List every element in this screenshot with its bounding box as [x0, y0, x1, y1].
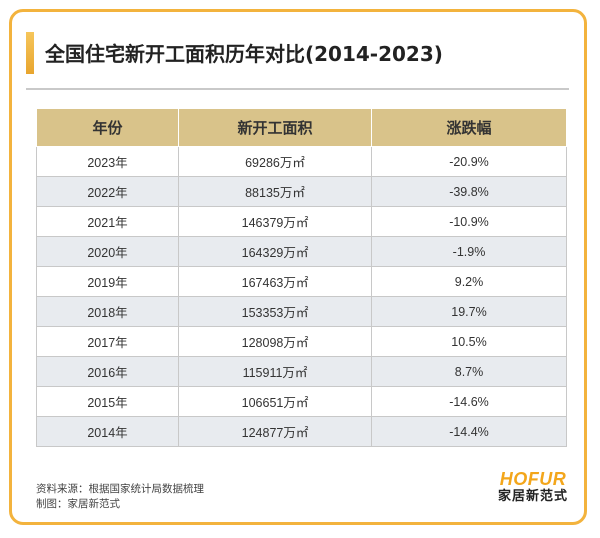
- cell-area: 69286万㎡: [178, 146, 372, 177]
- cell-change: -14.6%: [371, 386, 567, 417]
- cell-year: 2020年: [36, 236, 179, 267]
- cell-year: 2019年: [36, 266, 179, 297]
- cell-change: -20.9%: [371, 146, 567, 177]
- table-row: 2020年 164329万㎡ -1.9%: [36, 236, 567, 267]
- column-header-area: 新开工面积: [178, 108, 372, 147]
- cell-change: 8.7%: [371, 356, 567, 387]
- cell-area: 146379万㎡: [178, 206, 372, 237]
- logo-wordmark: HOFUR: [499, 469, 567, 489]
- cell-area: 153353万㎡: [178, 296, 372, 327]
- column-header-year: 年份: [36, 108, 179, 147]
- title-divider: [26, 88, 569, 90]
- column-header-change: 涨跌幅: [371, 108, 567, 147]
- table-row: 2018年 153353万㎡ 19.7%: [36, 296, 567, 327]
- table-row: 2021年 146379万㎡ -10.9%: [36, 206, 567, 237]
- cell-area: 88135万㎡: [178, 176, 372, 207]
- cell-year: 2014年: [36, 416, 179, 447]
- cell-change: 19.7%: [371, 296, 567, 327]
- table-row: 2023年 69286万㎡ -20.9%: [36, 146, 567, 177]
- cell-year: 2023年: [36, 146, 179, 177]
- table-row: 2019年 167463万㎡ 9.2%: [36, 266, 567, 297]
- cell-area: 106651万㎡: [178, 386, 372, 417]
- cell-change: 10.5%: [371, 326, 567, 357]
- cell-year: 2022年: [36, 176, 179, 207]
- table-header-row: 年份 新开工面积 涨跌幅: [36, 108, 567, 147]
- cell-year: 2018年: [36, 296, 179, 327]
- title-accent-bar: [26, 32, 34, 74]
- cell-year: 2017年: [36, 326, 179, 357]
- table-row: 2017年 128098万㎡ 10.5%: [36, 326, 567, 357]
- cell-change: -10.9%: [371, 206, 567, 237]
- logo-chinese-name: 家居新范式: [497, 489, 568, 504]
- page-title: 全国住宅新开工面积历年对比(2014-2023): [45, 42, 443, 66]
- cell-area: 124877万㎡: [178, 416, 372, 447]
- cell-area: 167463万㎡: [178, 266, 372, 297]
- cell-change: -39.8%: [371, 176, 567, 207]
- table-row: 2015年 106651万㎡ -14.6%: [36, 386, 567, 417]
- cell-change: 9.2%: [371, 266, 567, 297]
- table-row: 2016年 115911万㎡ 8.7%: [36, 356, 567, 387]
- cell-change: -14.4%: [371, 416, 567, 447]
- table-row: 2022年 88135万㎡ -39.8%: [36, 176, 567, 207]
- cell-year: 2015年: [36, 386, 179, 417]
- cell-year: 2021年: [36, 206, 179, 237]
- table-row: 2014年 124877万㎡ -14.4%: [36, 416, 567, 447]
- data-table: 年份 新开工面积 涨跌幅 2023年 69286万㎡ -20.9% 2022年 …: [36, 108, 567, 447]
- maker-note: 制图：家居新范式: [36, 498, 120, 510]
- cell-area: 115911万㎡: [178, 356, 372, 387]
- cell-area: 128098万㎡: [178, 326, 372, 357]
- cell-change: -1.9%: [371, 236, 567, 267]
- source-note: 资料来源：根据国家统计局数据梳理: [36, 483, 204, 495]
- brand-logo: HOFUR 家居新范式: [498, 470, 568, 506]
- cell-area: 164329万㎡: [178, 236, 372, 267]
- cell-year: 2016年: [36, 356, 179, 387]
